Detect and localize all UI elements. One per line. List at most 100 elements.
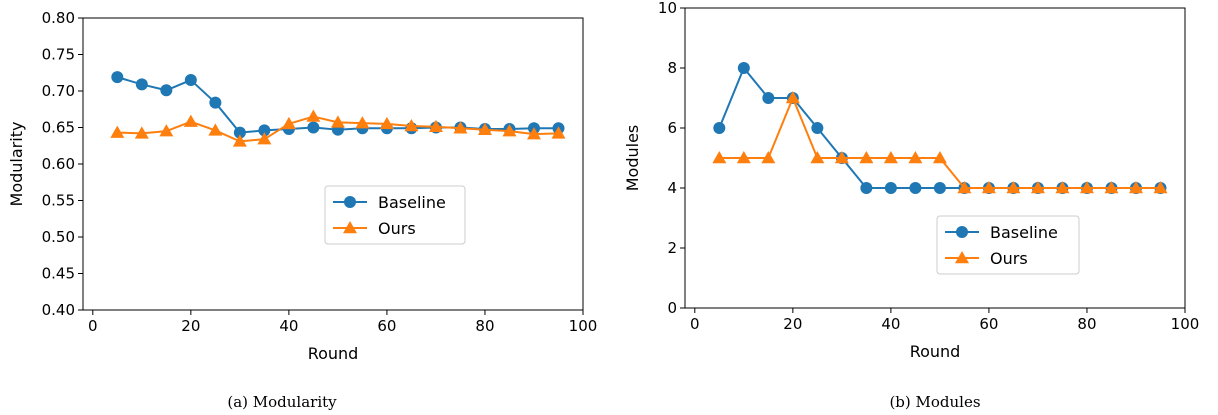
data-point — [860, 182, 873, 194]
series-ours — [712, 91, 1168, 194]
x-tick-label: 20 — [783, 315, 802, 333]
y-tick-label: 0.75 — [42, 46, 75, 64]
data-point — [761, 151, 776, 164]
data-point — [884, 182, 897, 194]
legend: Baseline Ours — [324, 185, 466, 245]
data-point — [209, 96, 222, 109]
data-point — [159, 124, 174, 137]
data-point — [477, 122, 492, 135]
legend-label: Baseline — [378, 193, 446, 212]
x-tick-label: 80 — [475, 317, 494, 335]
legend-label: Baseline — [990, 223, 1058, 242]
data-point — [134, 126, 149, 139]
data-point — [502, 124, 517, 137]
data-point — [160, 84, 173, 97]
data-point — [932, 151, 947, 164]
data-point — [834, 151, 849, 164]
data-point — [526, 127, 541, 140]
y-tick-label: 0.60 — [42, 155, 75, 173]
data-point — [1104, 181, 1119, 194]
data-point — [135, 78, 148, 91]
y-axis-label: Modules — [623, 125, 642, 192]
y-tick-label: 8 — [667, 59, 677, 77]
legend-marker — [956, 226, 968, 238]
data-point — [713, 122, 726, 134]
data-point — [233, 126, 246, 139]
y-tick-label: 6 — [667, 119, 677, 137]
data-point — [281, 116, 296, 130]
data-point — [258, 124, 271, 137]
series-line — [719, 97, 1161, 189]
data-point — [306, 109, 321, 122]
chart-panel-2: 0 20 40 60 80 100 0 2 4 6 8 10 Round Modules Baseline O… — [623, 0, 1199, 411]
legend-box — [936, 215, 1080, 275]
y-tick-label: 10 — [658, 0, 677, 17]
y-tick-label: 0 — [667, 299, 677, 317]
data-point — [1153, 181, 1168, 194]
x-tick-label: 40 — [881, 315, 900, 333]
data-point — [859, 151, 874, 164]
y-tick-label: 0.65 — [42, 119, 75, 137]
x-tick-label: 40 — [279, 317, 298, 335]
data-point — [981, 181, 996, 194]
x-tick-label: 60 — [377, 317, 396, 335]
data-point — [762, 92, 775, 104]
x-tick-label: 0 — [88, 317, 98, 335]
data-point — [111, 71, 124, 84]
legend-label: Ours — [378, 219, 416, 238]
data-point — [1006, 181, 1021, 194]
data-point — [379, 116, 394, 130]
plot-frame — [82, 17, 584, 311]
chart-panel-1: 0 20 40 60 80 100 0.40 0.45 0.50 0.55 0.60 0.65 0.70… — [7, 9, 597, 411]
data-point — [810, 151, 825, 164]
data-point — [183, 114, 198, 127]
data-point — [404, 119, 419, 132]
figure-caption: (b) Modules — [889, 393, 980, 411]
legend-box — [324, 185, 466, 245]
data-point — [737, 62, 750, 74]
data-point — [811, 122, 824, 134]
data-point — [1055, 181, 1070, 194]
data-point — [1030, 181, 1045, 194]
legend-marker — [955, 251, 969, 264]
legend-marker — [344, 196, 356, 208]
data-point — [957, 181, 972, 194]
data-point — [1079, 181, 1094, 194]
legend: Baseline Ours — [936, 215, 1080, 275]
data-point — [184, 74, 197, 87]
data-point — [330, 115, 345, 128]
series-baseline — [111, 71, 565, 139]
x-tick-label: 80 — [1077, 315, 1096, 333]
x-tick-label: 60 — [979, 315, 998, 333]
data-point — [208, 123, 223, 136]
x-axis-label: Round — [910, 342, 961, 361]
y-tick-label: 0.40 — [42, 301, 75, 319]
data-point — [110, 125, 125, 138]
data-point — [785, 91, 800, 104]
data-point — [1128, 181, 1143, 194]
data-point — [307, 121, 320, 134]
x-tick-label: 20 — [181, 317, 200, 335]
data-point — [428, 119, 443, 133]
x-tick-label: 0 — [690, 315, 700, 333]
y-tick-label: 2 — [667, 239, 677, 257]
y-tick-label: 0.80 — [42, 9, 75, 27]
legend-marker — [343, 221, 357, 234]
x-tick-label: 100 — [569, 317, 598, 335]
legend-label: Ours — [990, 249, 1028, 268]
data-point — [551, 126, 566, 139]
data-point — [232, 134, 247, 147]
series-line — [718, 67, 1161, 189]
series-ours — [110, 109, 566, 147]
data-point — [736, 151, 751, 164]
data-point — [355, 116, 370, 129]
data-point — [908, 151, 923, 164]
x-tick-label: 100 — [1171, 315, 1200, 333]
y-tick-label: 0.70 — [42, 82, 75, 100]
y-tick-label: 0.55 — [42, 192, 75, 210]
data-point — [883, 151, 898, 164]
plot-frame — [684, 7, 1186, 309]
y-tick-label: 4 — [667, 179, 677, 197]
x-axis-label: Round — [308, 344, 359, 363]
